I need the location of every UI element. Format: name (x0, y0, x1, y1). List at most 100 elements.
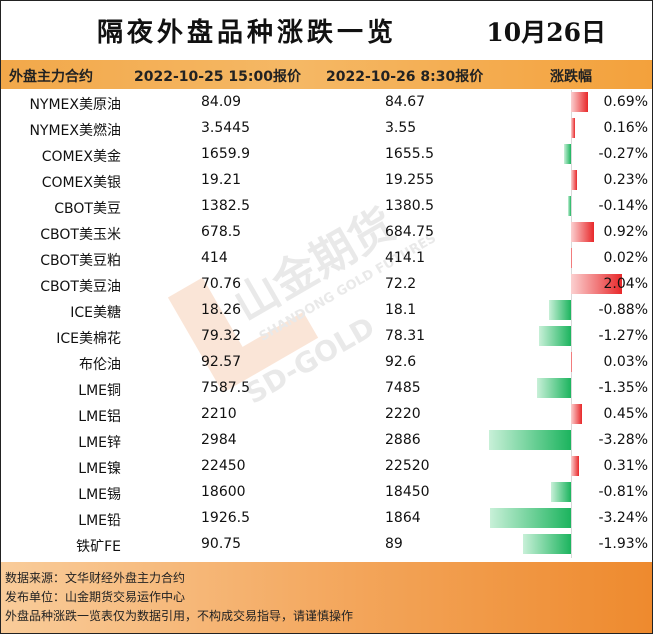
change-bar (571, 222, 594, 242)
table-row: 铁矿FE 90.75 89 -1.93% (1, 532, 652, 558)
prev-price: 2210 (201, 406, 237, 422)
contract-name: ICE美棉花 (56, 331, 121, 347)
prev-price: 84.09 (201, 94, 242, 110)
change-bar (571, 118, 575, 138)
curr-price: 18450 (385, 484, 430, 500)
contract-name: 铁矿FE (76, 539, 121, 555)
prev-price: 18.26 (201, 302, 242, 318)
change-pct: 2.04% (603, 276, 648, 292)
change-bar (539, 326, 571, 346)
curr-price: 84.67 (385, 94, 426, 110)
table-row: LME镍 22450 22520 0.31% (1, 454, 652, 480)
prev-price: 70.76 (201, 276, 242, 292)
change-pct: 0.69% (603, 94, 648, 110)
change-pct: 0.03% (603, 354, 648, 370)
contract-name: LME镍 (78, 461, 121, 477)
change-pct: 0.45% (603, 406, 648, 422)
change-bar (567, 196, 571, 216)
contract-name: LME铅 (78, 513, 121, 529)
header-curr-price: 2022-10-26 8:30报价 (326, 69, 484, 85)
contract-name: CBOT美豆 (54, 201, 121, 217)
contract-name: ICE美糖 (70, 305, 121, 321)
contract-name: LME锡 (78, 487, 121, 503)
curr-price: 18.1 (385, 302, 417, 318)
contract-name: LME锌 (78, 435, 121, 451)
table-row: CBOT美豆 1382.5 1380.5 -0.14% (1, 194, 652, 220)
change-pct: -0.27% (598, 146, 648, 162)
change-pct: -0.81% (598, 484, 648, 500)
change-pct: -3.28% (598, 432, 648, 448)
table-row: COMEX美银 19.21 19.255 0.23% (1, 168, 652, 194)
zero-axis (571, 90, 572, 558)
header-change: 涨跌幅 (550, 69, 592, 85)
table-row: LME铝 2210 2220 0.45% (1, 402, 652, 428)
contract-name: CBOT美玉米 (40, 227, 121, 243)
curr-price: 7485 (385, 380, 421, 396)
table-row: 布伦油 92.57 92.6 0.03% (1, 350, 652, 376)
contract-name: COMEX美金 (41, 149, 121, 165)
change-pct: 0.31% (603, 458, 648, 474)
change-bar (571, 92, 589, 112)
table-header: 外盘主力合约 2022-10-25 15:00报价 2022-10-26 8:3… (1, 60, 652, 89)
prev-price: 1382.5 (201, 198, 250, 214)
table-row: CBOT美玉米 678.5 684.75 0.92% (1, 220, 652, 246)
change-pct: -0.88% (598, 302, 648, 318)
table-row: LME铅 1926.5 1864 -3.24% (1, 506, 652, 532)
prev-price: 1659.9 (201, 146, 250, 162)
curr-price: 72.2 (385, 276, 417, 292)
prev-price: 1926.5 (201, 510, 250, 526)
change-bar (571, 352, 572, 372)
curr-price: 414.1 (385, 250, 426, 266)
table-row: ICE美棉花 79.32 78.31 -1.27% (1, 324, 652, 350)
change-bar (490, 508, 571, 528)
table-row: LME锡 18600 18450 -0.81% (1, 480, 652, 506)
title-bar: 隔夜外盘品种涨跌一览 10月26日 (1, 1, 652, 59)
report-date: 10月26日 (486, 18, 606, 47)
change-pct: 0.16% (603, 120, 648, 136)
prev-price: 19.21 (201, 172, 242, 188)
header-prev-price: 2022-10-25 15:00报价 (134, 69, 301, 85)
curr-price: 22520 (385, 458, 430, 474)
change-pct: 0.02% (603, 250, 648, 266)
curr-price: 89 (385, 536, 403, 552)
prev-price: 678.5 (201, 224, 242, 240)
change-bar (522, 534, 571, 554)
header-contract: 外盘主力合约 (9, 69, 93, 85)
footer-source: 数据来源：文华财经外盘主力合约 (5, 571, 186, 585)
table-row: ICE美糖 18.26 18.1 -0.88% (1, 298, 652, 324)
change-bar (564, 144, 571, 164)
contract-name: CBOT美豆粕 (40, 253, 121, 269)
table-row: CBOT美豆油 70.76 72.2 2.04% (1, 272, 652, 298)
contract-name: LME铝 (78, 409, 121, 425)
curr-price: 684.75 (385, 224, 434, 240)
change-pct: -1.27% (598, 328, 648, 344)
curr-price: 3.55 (385, 120, 417, 136)
change-bar (550, 482, 571, 502)
curr-price: 78.31 (385, 328, 426, 344)
change-bar (571, 456, 579, 476)
contract-name: LME铜 (78, 383, 121, 399)
curr-price: 92.6 (385, 354, 417, 370)
prev-price: 18600 (201, 484, 246, 500)
curr-price: 1655.5 (385, 146, 434, 162)
prev-price: 414 (201, 250, 228, 266)
contract-name: NYMEX美燃油 (29, 123, 121, 139)
table-row: LME锌 2984 2886 -3.28% (1, 428, 652, 454)
change-pct: -3.24% (598, 510, 648, 526)
change-bar (571, 404, 583, 424)
table-row: COMEX美金 1659.9 1655.5 -0.27% (1, 142, 652, 168)
table-row: LME铜 7587.5 7485 -1.35% (1, 376, 652, 402)
change-bar (489, 430, 571, 450)
curr-price: 19.255 (385, 172, 434, 188)
prev-price: 2984 (201, 432, 237, 448)
change-pct: -1.35% (598, 380, 648, 396)
change-pct: 0.92% (603, 224, 648, 240)
prev-price: 79.32 (201, 328, 242, 344)
change-bar (571, 248, 572, 268)
table-row: CBOT美豆粕 414 414.1 0.02% (1, 246, 652, 272)
footer: 数据来源：文华财经外盘主力合约 发布单位：山金期货交易运作中心 外盘品种涨跌一览… (1, 562, 652, 633)
page-title: 隔夜外盘品种涨跌一览 (97, 18, 398, 48)
contract-name: 布伦油 (79, 357, 121, 373)
footer-publisher: 发布单位：山金期货交易运作中心 (5, 590, 186, 604)
contract-name: CBOT美豆油 (40, 279, 121, 295)
